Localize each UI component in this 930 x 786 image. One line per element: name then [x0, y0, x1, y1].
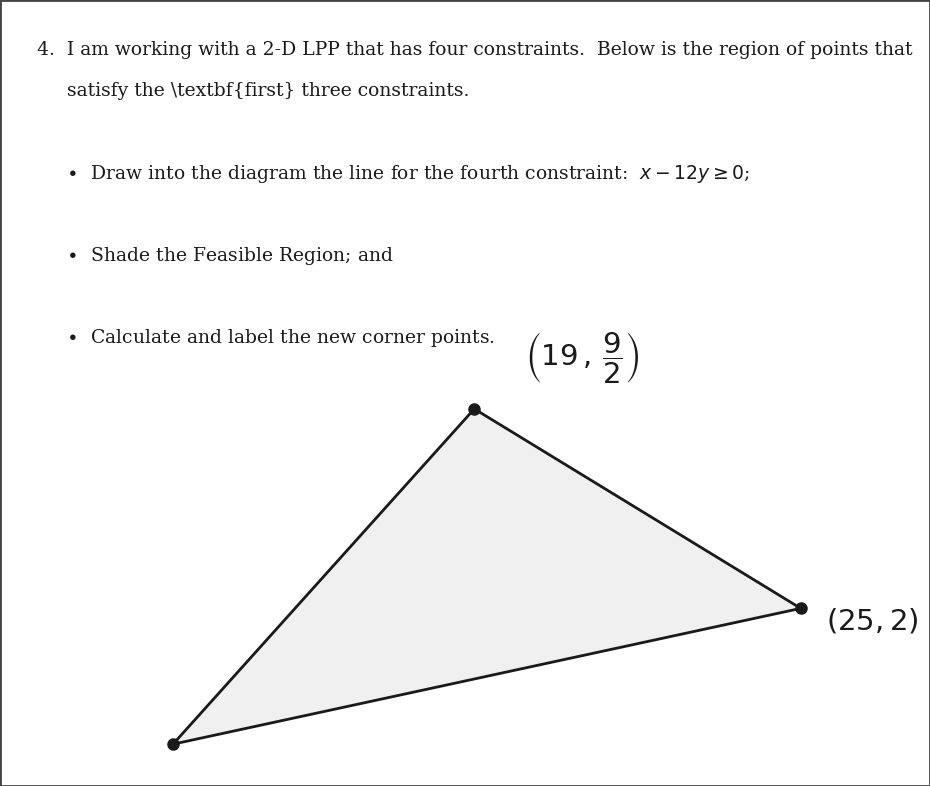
Text: satisfy the \textbf{first} three constraints.: satisfy the \textbf{first} three constra… [36, 82, 469, 100]
Text: $\bullet$  Shade the Feasible Region; and: $\bullet$ Shade the Feasible Region; and [36, 245, 393, 267]
Text: 4.  I am working with a 2-D LPP that has four constraints.  Below is the region : 4. I am working with a 2-D LPP that has … [36, 41, 912, 59]
Text: $\bullet$  Calculate and label the new corner points.: $\bullet$ Calculate and label the new co… [36, 327, 495, 349]
Text: $\left(19\,,\,\dfrac{9}{2}\right)$: $\left(19\,,\,\dfrac{9}{2}\right)$ [525, 330, 639, 385]
Text: $\left(25,2\right)$: $\left(25,2\right)$ [826, 607, 919, 636]
Text: $\bullet$  Draw into the diagram the line for the fourth constraint:  $x - 12y \: $\bullet$ Draw into the diagram the line… [36, 163, 750, 185]
Polygon shape [173, 409, 801, 744]
